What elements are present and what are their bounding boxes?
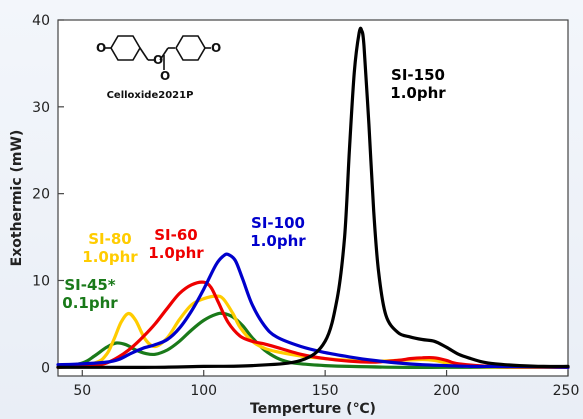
annotation-si-80-line-2: 1.0phr bbox=[82, 248, 138, 266]
x-tick-label-100: 100 bbox=[190, 383, 217, 399]
annotation-si-150-line-1: SI-150 bbox=[391, 66, 445, 84]
series-lines bbox=[56, 26, 570, 369]
annotation-si-80-line-1: SI-80 bbox=[88, 230, 131, 248]
series-line-si-150 bbox=[56, 26, 570, 369]
linker-bond bbox=[159, 47, 169, 61]
structure-label: Celloxide2021P bbox=[107, 90, 194, 101]
oxygen-atom-right: O bbox=[211, 41, 221, 55]
oxygen-atom-left: O bbox=[96, 41, 106, 55]
series-annotations: SI-1501.0phrSI-1001.0phrSI-601.0phrSI-80… bbox=[62, 66, 446, 312]
y-tick-label-20: 20 bbox=[32, 187, 50, 203]
x-tick-label-250: 250 bbox=[553, 383, 580, 399]
annotation-si-100-line-2: 1.0phr bbox=[250, 232, 306, 250]
celloxide-structure bbox=[104, 35, 211, 70]
y-tick-label-0: 0 bbox=[41, 360, 50, 376]
annotation-si-60-line-1: SI-60 bbox=[154, 226, 197, 244]
cyclohexane-ring-right bbox=[175, 35, 206, 61]
oxygen-atom-ester: O bbox=[153, 53, 163, 67]
series-line-si-45 bbox=[56, 311, 570, 369]
y-axis-title: Exothermic (mW) bbox=[9, 130, 25, 267]
axis-tick-labels: 50 100 150 200 250 0 10 20 30 40 bbox=[32, 13, 579, 399]
series-line-si-100 bbox=[56, 252, 570, 369]
x-tick-label-200: 200 bbox=[433, 383, 460, 399]
annotation-si-60-line-2: 1.0phr bbox=[148, 244, 204, 262]
x-axis-title: Temperture (℃) bbox=[250, 401, 376, 417]
plot-area bbox=[57, 19, 569, 377]
y-tick-label-30: 30 bbox=[32, 100, 50, 116]
structure-atoms: O O O O bbox=[96, 41, 221, 83]
linker-bond bbox=[139, 47, 149, 61]
annotation-si-150-line-2: 1.0phr bbox=[390, 84, 446, 102]
x-tick-label-50: 50 bbox=[73, 383, 91, 399]
y-tick-label-10: 10 bbox=[32, 273, 50, 289]
annotation-si-100-line-1: SI-100 bbox=[251, 214, 305, 232]
annotation-si-45-line-1: SI-45* bbox=[64, 276, 115, 294]
annotation-si-45-line-2: 0.1phr bbox=[62, 294, 118, 312]
series-line-si-60 bbox=[56, 280, 570, 369]
oxygen-atom-carbonyl: O bbox=[160, 69, 170, 83]
x-tick-label-150: 150 bbox=[312, 383, 339, 399]
y-tick-label-40: 40 bbox=[32, 13, 50, 29]
